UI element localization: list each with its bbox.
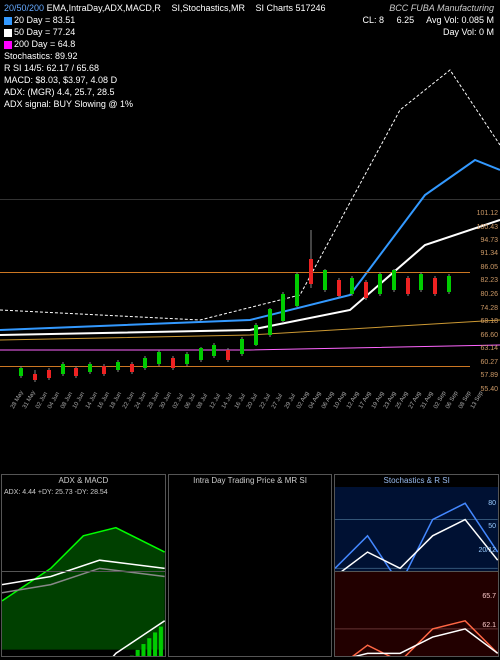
stochastics-panel: Stochastics & R SI 805020/12 65.762.1 <box>334 474 499 657</box>
bottom-row: ADX & MACD ADX: 4.44 +DY: 25.73 -DY: 28.… <box>0 473 500 658</box>
company-name: BCC FUBA Manufacturing <box>363 2 494 14</box>
intraday-panel: Intra Day Trading Price & MR SI <box>168 474 333 657</box>
top-panel: 20/50/200 EMA,IntraDay,ADX,MACD,R SI,Sto… <box>0 0 500 200</box>
title-line: 20/50/200 EMA,IntraDay,ADX,MACD,R SI,Sto… <box>4 2 326 14</box>
candle-area <box>10 210 470 405</box>
panel-title: ADX & MACD <box>2 476 165 485</box>
y-axis: 101.12100.4394.7391.3486.0582.2380.2674.… <box>472 210 498 405</box>
x-axis: 28 May31 May02 Jun04 Jun08 Jun10 Jun14 J… <box>10 407 470 423</box>
adx-macd-panel: ADX & MACD ADX: 4.44 +DY: 25.73 -DY: 28.… <box>1 474 166 657</box>
panel-title: Stochastics & R SI <box>335 476 498 485</box>
panel-title: Intra Day Trading Price & MR SI <box>169 476 332 485</box>
candle-panel: 101.12100.4394.7391.3486.0582.2380.2674.… <box>0 200 500 425</box>
